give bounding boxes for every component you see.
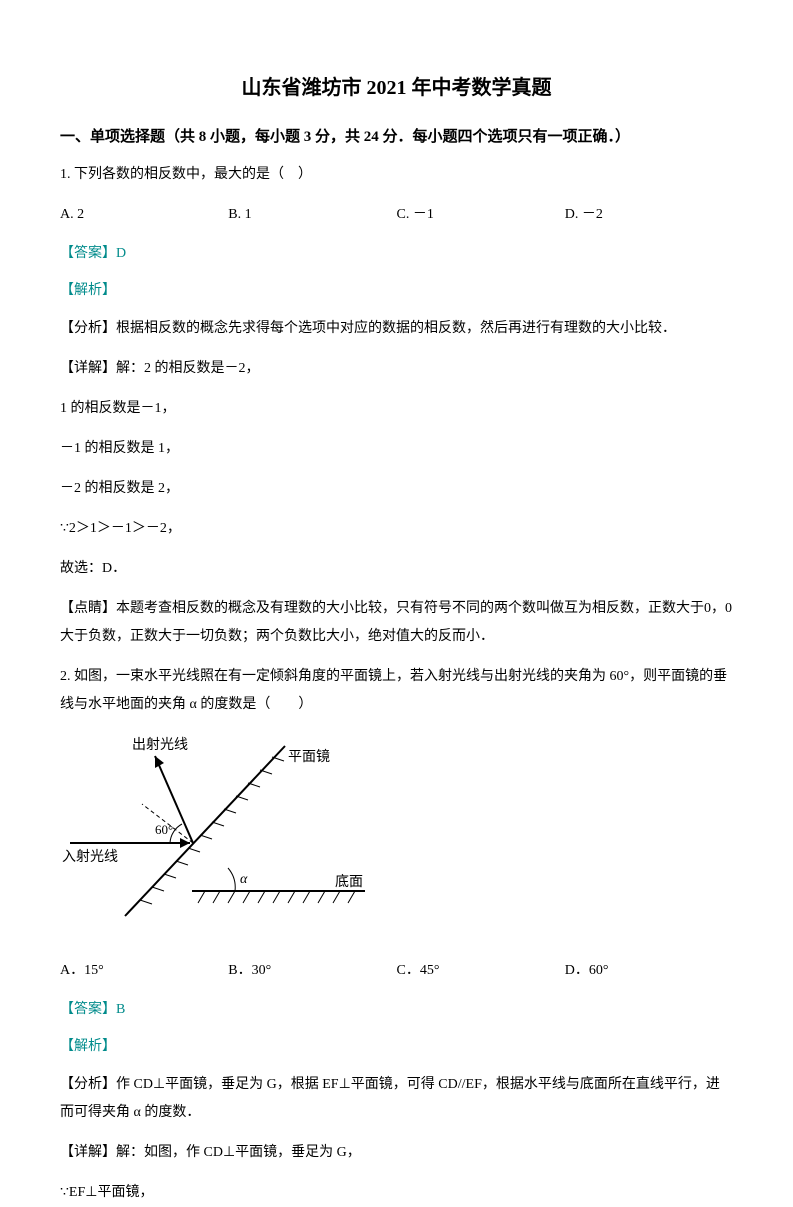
q1-options: A. 2 B. 1 C. －1 D. －2 — [60, 201, 733, 229]
q1-comment: 【点睛】本题考查相反数的概念及有理数的大小比较，只有符号不同的两个数叫做互为相反… — [60, 595, 733, 651]
q1-detail-5: ∵2＞1＞－1＞－2， — [60, 515, 733, 543]
q1-analysis-label: 【解析】 — [60, 278, 733, 303]
outgoing-label: 出射光线 — [132, 737, 188, 753]
q2-option-a: A．15° — [60, 957, 228, 985]
q1-option-c: C. －1 — [397, 201, 565, 229]
q2-option-d: D．60° — [565, 957, 733, 985]
mirror-diagram-svg: 出射光线 平面镜 入射光线 底面 60° α — [60, 731, 400, 931]
q1-detail-4: －2 的相反数是 2， — [60, 475, 733, 503]
page-title: 山东省潍坊市 2021 年中考数学真题 — [60, 70, 733, 106]
angle60-label: 60° — [155, 822, 173, 837]
q2-detail-2: ∵EF⊥平面镜， — [60, 1179, 733, 1207]
q1-detail-6: 故选：D． — [60, 555, 733, 583]
q2-option-c: C．45° — [397, 957, 565, 985]
q1-detail-1: 【详解】解：2 的相反数是－2， — [60, 355, 733, 383]
q2-stem: 2. 如图，一束水平光线照在有一定倾斜角度的平面镜上，若入射光线与出射光线的夹角… — [60, 663, 733, 719]
q2-analysis-1: 【分析】作 CD⊥平面镜，垂足为 G，根据 EF⊥平面镜，可得 CD//EF，根… — [60, 1071, 733, 1127]
alpha-label: α — [240, 872, 248, 887]
q1-option-d: D. －2 — [565, 201, 733, 229]
ground-label: 底面 — [335, 874, 363, 890]
q2-diagram: 出射光线 平面镜 入射光线 底面 60° α — [60, 731, 733, 940]
q2-detail-1: 【详解】解：如图，作 CD⊥平面镜，垂足为 G， — [60, 1139, 733, 1167]
q1-option-b: B. 1 — [228, 201, 396, 229]
mirror-label: 平面镜 — [288, 749, 330, 765]
q1-detail-2: 1 的相反数是－1， — [60, 395, 733, 423]
q2-option-b: B．30° — [228, 957, 396, 985]
q1-detail-3: －1 的相反数是 1， — [60, 435, 733, 463]
incoming-label: 入射光线 — [62, 849, 118, 865]
q1-option-a: A. 2 — [60, 201, 228, 229]
section-header: 一、单项选择题（共 8 小题，每小题 3 分，共 24 分．每小题四个选项只有一… — [60, 124, 733, 151]
q2-analysis-label: 【解析】 — [60, 1034, 733, 1059]
q2-options: A．15° B．30° C．45° D．60° — [60, 957, 733, 985]
q1-answer: 【答案】D — [60, 241, 733, 266]
q1-stem: 1. 下列各数的相反数中，最大的是（ ） — [60, 161, 733, 189]
q1-analysis-1: 【分析】根据相反数的概念先求得每个选项中对应的数据的相反数，然后再进行有理数的大… — [60, 315, 733, 343]
q2-answer: 【答案】B — [60, 997, 733, 1022]
